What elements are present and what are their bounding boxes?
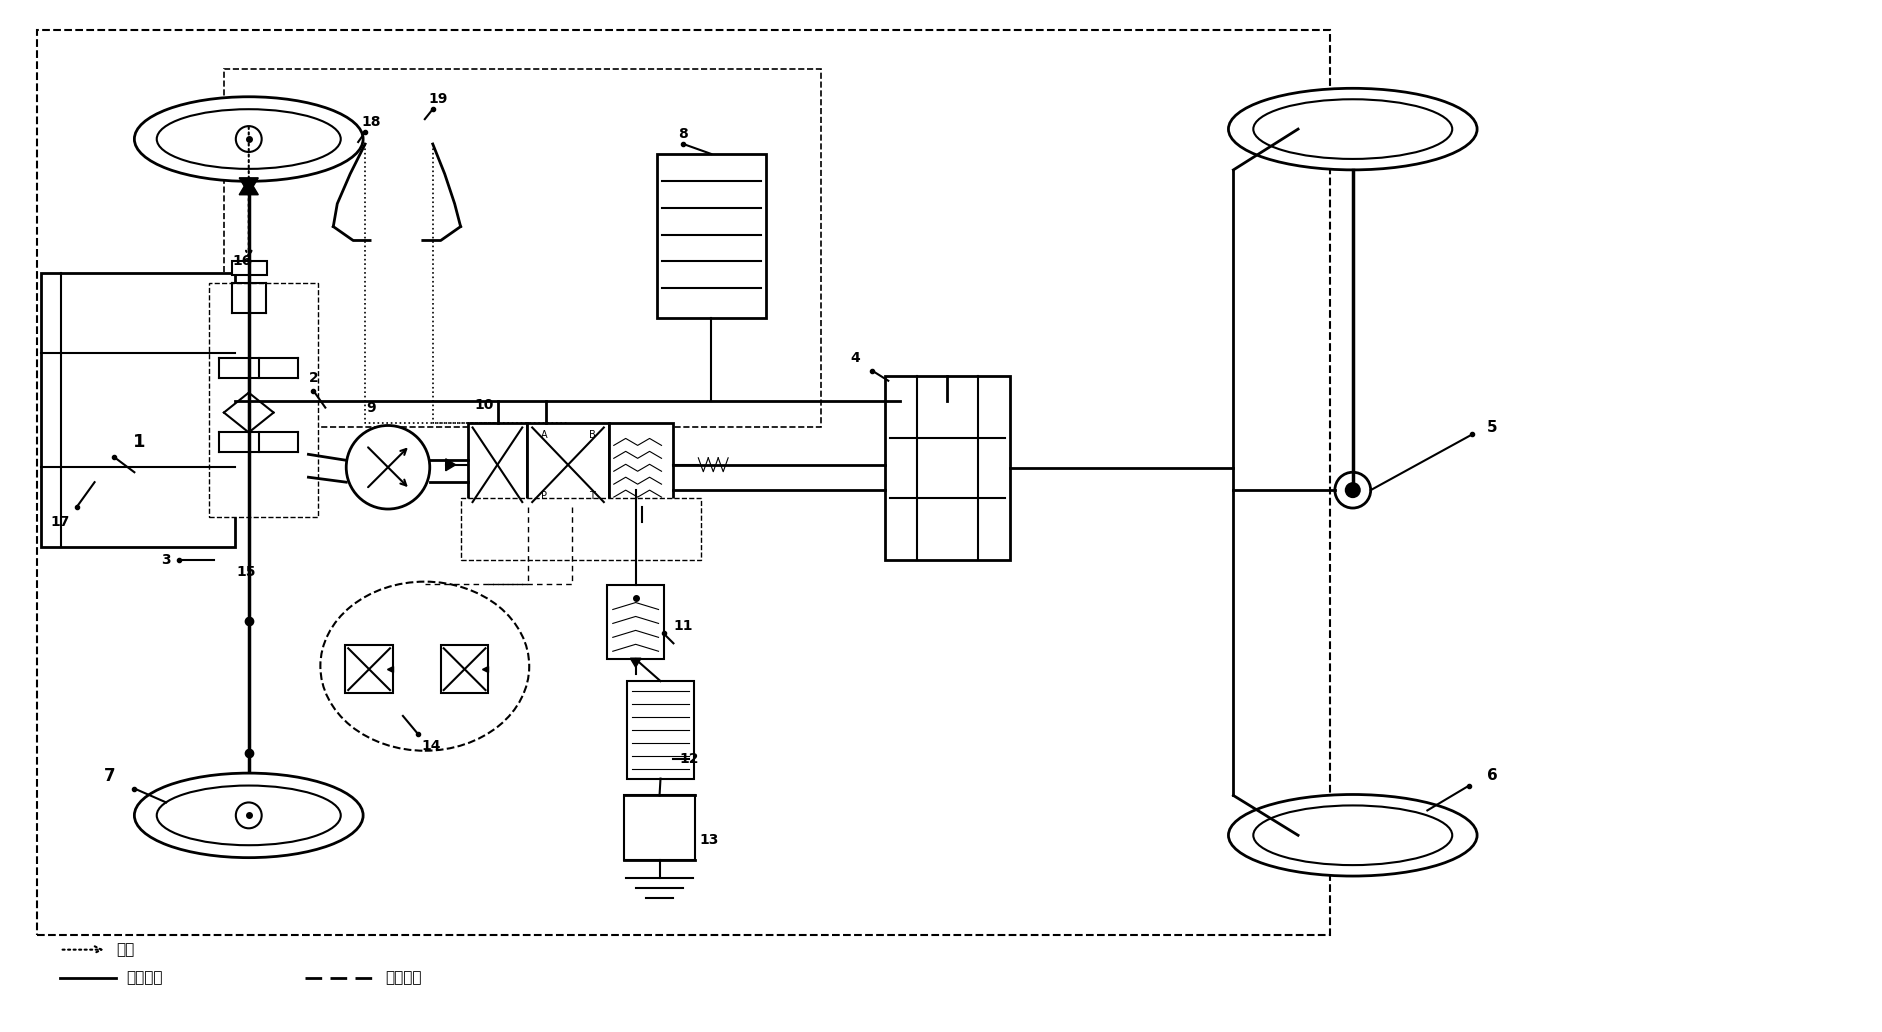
Polygon shape [239, 178, 258, 194]
Text: 19: 19 [427, 92, 448, 106]
Text: 10: 10 [474, 397, 493, 412]
Text: 18: 18 [361, 116, 380, 129]
Bar [467, 422, 527, 507]
Circle shape [346, 425, 429, 509]
Text: 8: 8 [678, 127, 689, 141]
Bar [209, 283, 318, 517]
Ellipse shape [1253, 805, 1451, 865]
Bar [344, 645, 393, 694]
Ellipse shape [156, 785, 341, 845]
Bar [461, 498, 700, 559]
Ellipse shape [156, 109, 341, 169]
Bar [657, 154, 766, 318]
Bar [527, 422, 608, 507]
Text: 液压连接: 液压连接 [384, 970, 422, 985]
Polygon shape [630, 658, 640, 667]
Polygon shape [239, 179, 258, 195]
Circle shape [235, 803, 262, 829]
Text: 15: 15 [235, 565, 256, 579]
Text: 4: 4 [851, 351, 860, 365]
Text: 线控: 线控 [117, 942, 136, 957]
Ellipse shape [1253, 99, 1451, 159]
Text: 3: 3 [162, 553, 171, 567]
Text: 17: 17 [51, 515, 70, 529]
Bar [440, 645, 487, 694]
Text: 11: 11 [674, 619, 693, 634]
Bar [231, 261, 267, 276]
Polygon shape [446, 459, 455, 471]
Text: 5: 5 [1487, 420, 1496, 434]
Text: 12: 12 [679, 751, 698, 766]
Text: 13: 13 [700, 833, 719, 847]
Circle shape [235, 126, 262, 152]
Bar [224, 69, 821, 427]
Text: 6: 6 [1487, 768, 1496, 783]
Circle shape [1346, 483, 1359, 497]
Ellipse shape [1227, 795, 1475, 876]
Text: 机械连接: 机械连接 [126, 970, 164, 985]
Bar [885, 376, 1009, 559]
Text: 16: 16 [231, 254, 252, 268]
Ellipse shape [134, 97, 363, 182]
Bar [38, 30, 1329, 935]
Polygon shape [636, 512, 647, 522]
Bar [41, 273, 235, 547]
Ellipse shape [134, 773, 363, 858]
Text: A: A [540, 430, 548, 441]
Bar [606, 585, 664, 659]
Bar [623, 796, 694, 860]
Text: 9: 9 [367, 400, 376, 415]
Text: 14: 14 [422, 739, 440, 752]
Ellipse shape [1227, 89, 1475, 170]
Bar [627, 681, 694, 778]
Text: 2: 2 [309, 370, 318, 385]
Text: 1: 1 [134, 433, 145, 451]
Bar [608, 422, 674, 507]
Text: B: B [589, 430, 595, 441]
Circle shape [1334, 473, 1370, 508]
Text: 7: 7 [104, 767, 115, 784]
Text: P: P [540, 491, 548, 502]
Text: T: T [589, 491, 595, 502]
Ellipse shape [320, 582, 529, 750]
